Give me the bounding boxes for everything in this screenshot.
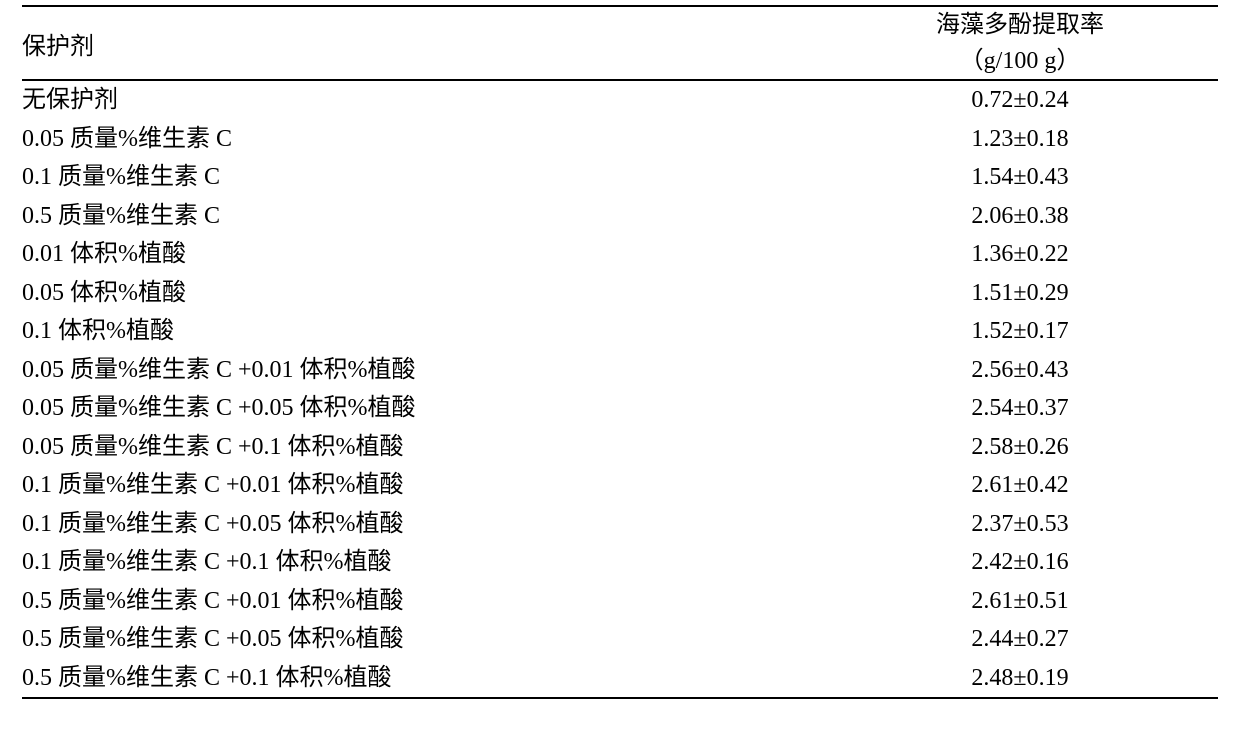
cell-yield: 2.44±0.27 xyxy=(822,620,1218,659)
cell-yield: 1.52±0.17 xyxy=(822,312,1218,351)
cell-protectant: 0.05 体积%植酸 xyxy=(22,274,822,313)
cell-yield: 2.54±0.37 xyxy=(822,389,1218,428)
cell-yield: 2.61±0.42 xyxy=(822,466,1218,505)
table-row: 0.05 质量%维生素 C +0.1 体积%植酸2.58±0.26 xyxy=(22,428,1218,467)
table-row: 0.01 体积%植酸1.36±0.22 xyxy=(22,235,1218,274)
table-row: 0.1 质量%维生素 C +0.01 体积%植酸2.61±0.42 xyxy=(22,466,1218,505)
cell-yield: 0.72±0.24 xyxy=(822,80,1218,120)
cell-yield: 1.23±0.18 xyxy=(822,120,1218,159)
cell-protectant: 0.5 质量%维生素 C +0.05 体积%植酸 xyxy=(22,620,822,659)
table-row: 0.5 质量%维生素 C +0.1 体积%植酸2.48±0.19 xyxy=(22,659,1218,699)
table-row: 0.5 质量%维生素 C +0.01 体积%植酸2.61±0.51 xyxy=(22,582,1218,621)
table-body: 无保护剂0.72±0.24 0.05 质量%维生素 C1.23±0.18 0.1… xyxy=(22,80,1218,698)
cell-protectant: 0.5 质量%维生素 C +0.1 体积%植酸 xyxy=(22,659,822,699)
cell-yield: 1.54±0.43 xyxy=(822,158,1218,197)
cell-yield: 2.06±0.38 xyxy=(822,197,1218,236)
cell-protectant: 无保护剂 xyxy=(22,80,822,120)
cell-protectant: 0.05 质量%维生素 C xyxy=(22,120,822,159)
table-row: 0.5 质量%维生素 C2.06±0.38 xyxy=(22,197,1218,236)
cell-yield: 2.58±0.26 xyxy=(822,428,1218,467)
header-col-protectant: 保护剂 xyxy=(22,6,822,80)
cell-yield: 1.36±0.22 xyxy=(822,235,1218,274)
header-col2-line1: 海藻多酚提取率 xyxy=(822,7,1218,43)
cell-protectant: 0.05 质量%维生素 C +0.01 体积%植酸 xyxy=(22,351,822,390)
cell-protectant: 0.01 体积%植酸 xyxy=(22,235,822,274)
cell-protectant: 0.1 质量%维生素 C +0.05 体积%植酸 xyxy=(22,505,822,544)
table-row: 0.05 质量%维生素 C +0.05 体积%植酸2.54±0.37 xyxy=(22,389,1218,428)
header-col2-line2: （g/100 g） xyxy=(822,43,1218,79)
cell-protectant: 0.1 质量%维生素 C xyxy=(22,158,822,197)
header-col-yield: 海藻多酚提取率 （g/100 g） xyxy=(822,6,1218,80)
cell-protectant: 0.05 质量%维生素 C +0.05 体积%植酸 xyxy=(22,389,822,428)
table-row: 0.1 质量%维生素 C +0.1 体积%植酸2.42±0.16 xyxy=(22,543,1218,582)
table-row: 0.1 体积%植酸1.52±0.17 xyxy=(22,312,1218,351)
cell-yield: 2.37±0.53 xyxy=(822,505,1218,544)
table-row: 无保护剂0.72±0.24 xyxy=(22,80,1218,120)
table-row: 0.5 质量%维生素 C +0.05 体积%植酸2.44±0.27 xyxy=(22,620,1218,659)
cell-protectant: 0.05 质量%维生素 C +0.1 体积%植酸 xyxy=(22,428,822,467)
cell-protectant: 0.5 质量%维生素 C +0.01 体积%植酸 xyxy=(22,582,822,621)
cell-yield: 2.48±0.19 xyxy=(822,659,1218,699)
cell-yield: 2.42±0.16 xyxy=(822,543,1218,582)
table-row: 0.1 质量%维生素 C +0.05 体积%植酸2.37±0.53 xyxy=(22,505,1218,544)
cell-yield: 2.56±0.43 xyxy=(822,351,1218,390)
cell-yield: 1.51±0.29 xyxy=(822,274,1218,313)
table-header-row: 保护剂 海藻多酚提取率 （g/100 g） xyxy=(22,6,1218,80)
table-row: 0.05 质量%维生素 C +0.01 体积%植酸2.56±0.43 xyxy=(22,351,1218,390)
table-row: 0.05 质量%维生素 C1.23±0.18 xyxy=(22,120,1218,159)
cell-protectant: 0.1 质量%维生素 C +0.1 体积%植酸 xyxy=(22,543,822,582)
cell-protectant: 0.1 质量%维生素 C +0.01 体积%植酸 xyxy=(22,466,822,505)
header-col1-label: 保护剂 xyxy=(22,16,822,71)
table-row: 0.05 体积%植酸1.51±0.29 xyxy=(22,274,1218,313)
table-row: 0.1 质量%维生素 C1.54±0.43 xyxy=(22,158,1218,197)
cell-protectant: 0.5 质量%维生素 C xyxy=(22,197,822,236)
cell-yield: 2.61±0.51 xyxy=(822,582,1218,621)
extraction-yield-table: 保护剂 海藻多酚提取率 （g/100 g） 无保护剂0.72±0.24 0.05… xyxy=(22,5,1218,699)
cell-protectant: 0.1 体积%植酸 xyxy=(22,312,822,351)
